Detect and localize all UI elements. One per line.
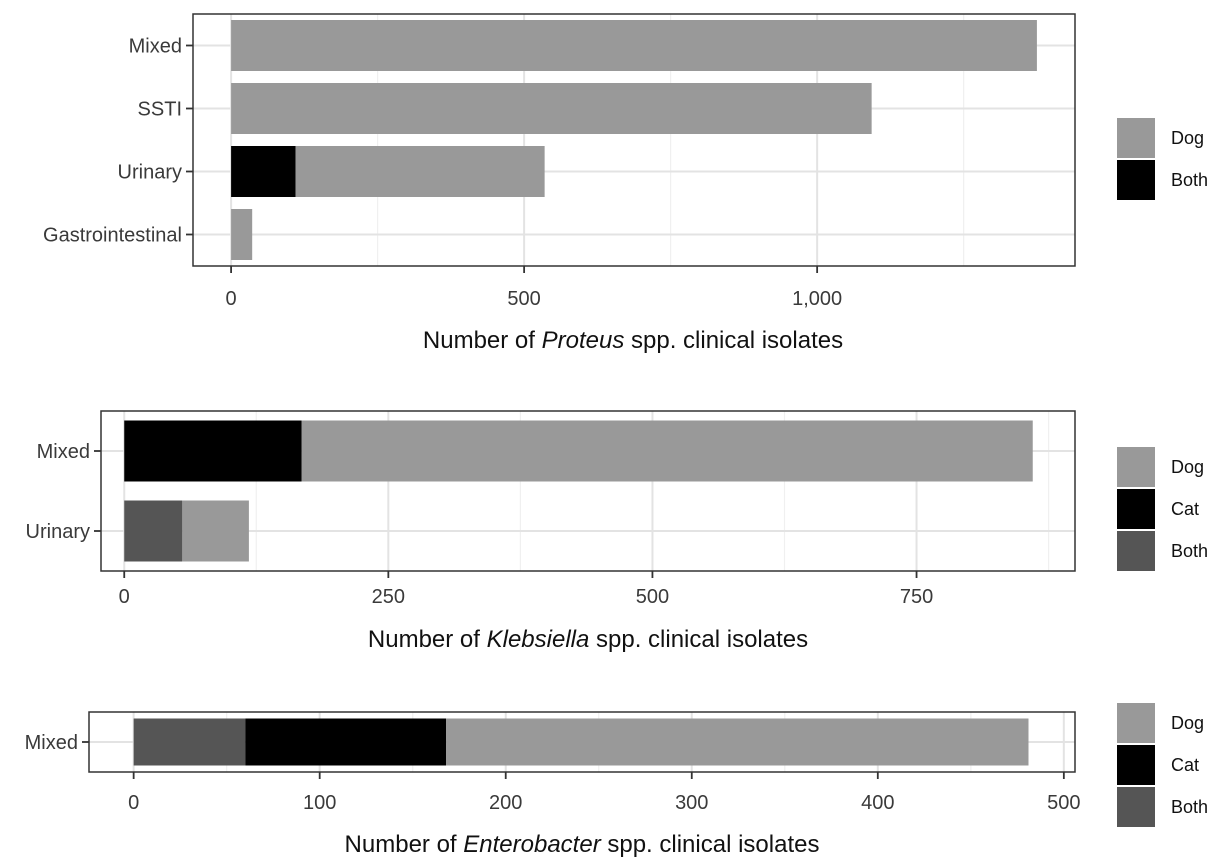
x-tick-label: 500	[507, 288, 540, 310]
legend-label-dog: Dog	[1171, 713, 1204, 733]
y-tick-label: Mixed	[129, 36, 182, 58]
legend-key-both	[1117, 531, 1155, 571]
legend-label-cat: Cat	[1171, 499, 1199, 519]
x-tick-label: 500	[1047, 792, 1080, 814]
bar-dog-gastrointestinal	[231, 209, 253, 260]
x-tick-label: 500	[636, 586, 669, 608]
x-tick-label: 400	[861, 792, 894, 814]
x-tick-label: 250	[372, 586, 405, 608]
legend-label-both: Both	[1171, 541, 1208, 561]
panel-border	[100, 410, 1076, 572]
x-tick-label: 200	[489, 792, 522, 814]
x-tick-label: 1,000	[792, 288, 842, 310]
x-tick-label: 0	[226, 288, 237, 310]
y-tick-label: Gastrointestinal	[43, 225, 182, 247]
x-axis-label-organism: Proteus	[542, 327, 625, 354]
x-axis-label-organism: Klebsiella	[487, 626, 590, 653]
chart-panel-2: Mixed Urinary 0 250 500 750 Number of Klebsiel…	[26, 410, 1208, 653]
y-tick-label: Urinary	[26, 521, 90, 543]
legend-key-cat	[1117, 745, 1155, 785]
legend-key-dog	[1117, 703, 1155, 743]
x-axis-label: Number of Enterobacter spp. clinical iso…	[345, 831, 820, 858]
x-axis-label-organism: Enterobacter	[463, 831, 601, 858]
x-axis-label-prefix: Number of	[345, 831, 464, 858]
x-axis-label: Number of Klebsiella spp. clinical isola…	[368, 626, 808, 653]
bar-both-urinary	[231, 146, 296, 197]
legend: Dog Cat Both	[1117, 703, 1208, 827]
legend-key-cat	[1117, 489, 1155, 529]
chart-panel-3: Mixed 0 100 200 300 400 500 Number of Enterobac…	[25, 703, 1208, 858]
x-tick-label: 750	[900, 586, 933, 608]
chart-panel-1: Mixed SSTI Urinary Gastrointestinal 0 500 1,00…	[43, 13, 1208, 354]
legend-label-dog: Dog	[1171, 457, 1204, 477]
x-tick-label: 0	[128, 792, 139, 814]
x-axis-label-suffix: spp. clinical isolates	[589, 626, 808, 653]
legend: Dog Both	[1117, 118, 1208, 200]
y-tick-label: SSTI	[138, 99, 182, 121]
y-tick-label: Urinary	[118, 162, 182, 184]
bar-dog-urinary	[295, 146, 545, 197]
x-tick-label: 0	[119, 586, 130, 608]
legend: Dog Cat Both	[1117, 447, 1208, 571]
legend-label-both: Both	[1171, 797, 1208, 817]
y-tick-label: Mixed	[37, 441, 90, 463]
bar-cat-mixed	[245, 718, 447, 766]
legend-key-dog	[1117, 118, 1155, 158]
bar-both-urinary	[124, 500, 183, 562]
x-axis-label-prefix: Number of	[423, 327, 542, 354]
x-axis-label-prefix: Number of	[368, 626, 487, 653]
legend-key-both	[1117, 160, 1155, 200]
y-tick-label: Mixed	[25, 732, 78, 754]
legend-label-dog: Dog	[1171, 128, 1204, 148]
bar-both-mixed	[133, 718, 246, 766]
x-tick-label: 100	[303, 792, 336, 814]
bar-dog-urinary	[182, 500, 249, 562]
bar-dog-mixed	[446, 718, 1029, 766]
x-axis-label-suffix: spp. clinical isolates	[624, 327, 843, 354]
x-tick-label: 300	[675, 792, 708, 814]
legend-key-dog	[1117, 447, 1155, 487]
legend-key-both	[1117, 787, 1155, 827]
panel-border	[192, 13, 1076, 267]
bar-dog-mixed	[301, 420, 1033, 482]
legend-label-both: Both	[1171, 170, 1208, 190]
x-axis-label: Number of Proteus spp. clinical isolates	[423, 327, 843, 354]
x-axis-label-suffix: spp. clinical isolates	[601, 831, 820, 858]
legend-label-cat: Cat	[1171, 755, 1199, 775]
bar-dog-mixed	[231, 20, 1037, 71]
bar-dog-ssti	[231, 83, 872, 134]
bar-cat-mixed	[124, 420, 302, 482]
